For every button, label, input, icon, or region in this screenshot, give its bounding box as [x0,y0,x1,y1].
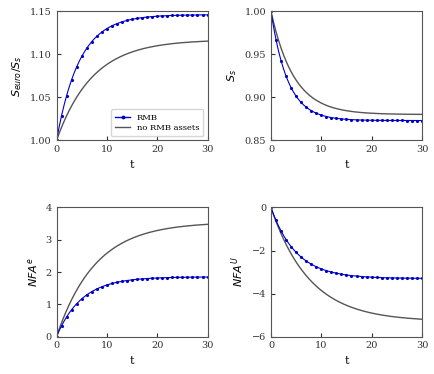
X-axis label: t: t [343,160,348,170]
X-axis label: t: t [129,160,134,170]
Y-axis label: $S_{euro}/S_s$: $S_{euro}/S_s$ [10,55,24,96]
Y-axis label: $S_s$: $S_s$ [225,69,238,82]
X-axis label: t: t [343,356,348,366]
Y-axis label: $NFA^U$: $NFA^U$ [229,257,246,287]
Legend: RMB, no RMB assets: RMB, no RMB assets [111,109,203,136]
X-axis label: t: t [129,356,134,366]
Y-axis label: $NFA^e$: $NFA^e$ [26,257,40,287]
